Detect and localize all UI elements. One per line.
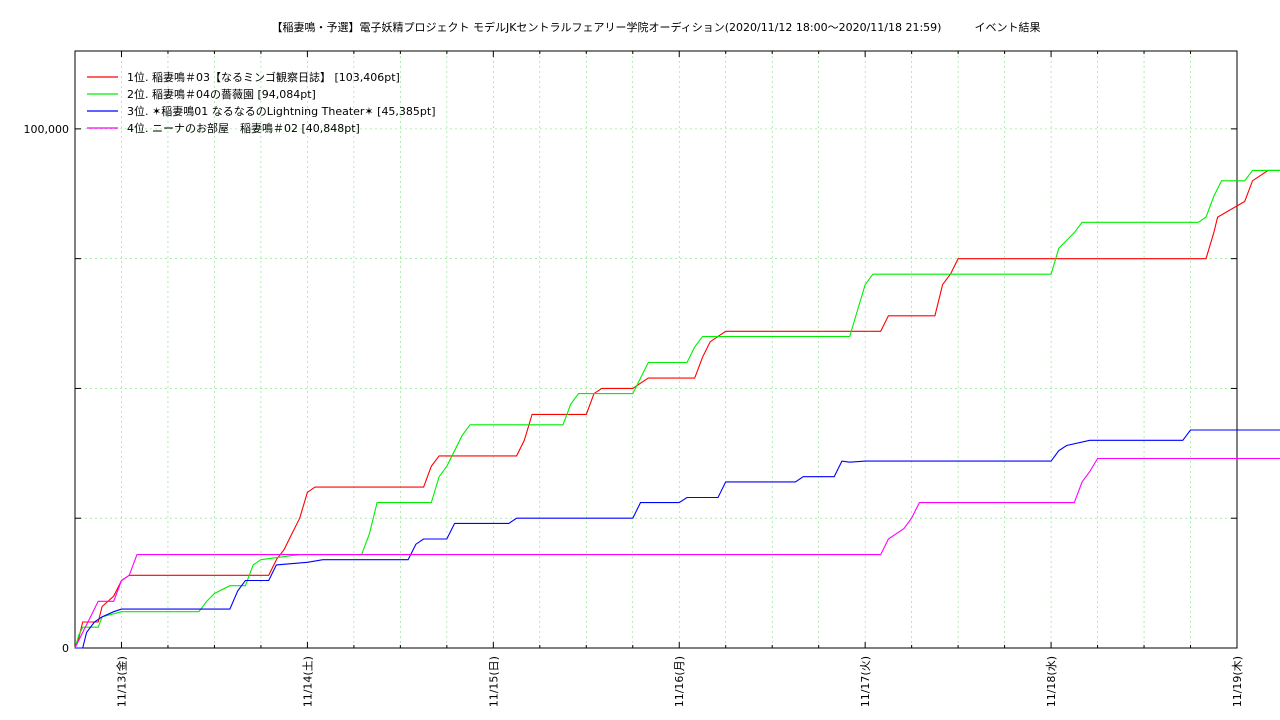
y-tick-label: 100,000: [24, 123, 70, 136]
y-tick-label: 0: [62, 642, 69, 655]
x-tick-label: 11/17(火): [859, 656, 872, 707]
series-line-4: [74, 457, 1280, 649]
legend-label-2: 2位. 稲妻鳴＃04の薔薇園 [94,084pt]: [127, 87, 316, 101]
x-tick-label: 11/13(金): [114, 656, 128, 707]
x-tick-label: 11/19(木): [1231, 656, 1244, 707]
series-line-3: [75, 429, 1280, 649]
legend: 1位. 稲妻鳴＃03【なるミンゴ観察日誌】 [103,406pt] 2位. 稲妻鳴…: [87, 70, 436, 135]
legend-label-4: 4位. ニーナのお部屋 稲妻鳴＃02 [40,848pt]: [127, 121, 360, 135]
x-tick-label: 11/15(日): [487, 656, 500, 707]
plot-frame: [74, 50, 1238, 649]
series-line-1: [74, 169, 1280, 649]
chart-title: 【稲妻鳴・予選】電子妖精プロジェクト モデルJKセントラルフェアリー学院オーディ…: [272, 20, 1041, 34]
legend-label-1: 1位. 稲妻鳴＃03【なるミンゴ観察日誌】 [103,406pt]: [127, 70, 400, 84]
x-tick-label: 11/14(土): [301, 656, 314, 707]
x-tick-label: 11/18(水): [1045, 656, 1058, 707]
grid: [74, 51, 1238, 648]
series-lines: [74, 169, 1280, 649]
x-tick-label: 11/16(月): [673, 656, 686, 707]
legend-label-3: 3位. ✶稲妻鳴01 なるなるのLightning Theater✶ [45,3…: [127, 104, 436, 118]
series-line-2: [74, 169, 1280, 649]
axis-ticks: 0 100,000 11/13(金) 11/14(土) 11/15(日) 11/16(月)…: [24, 51, 1244, 707]
